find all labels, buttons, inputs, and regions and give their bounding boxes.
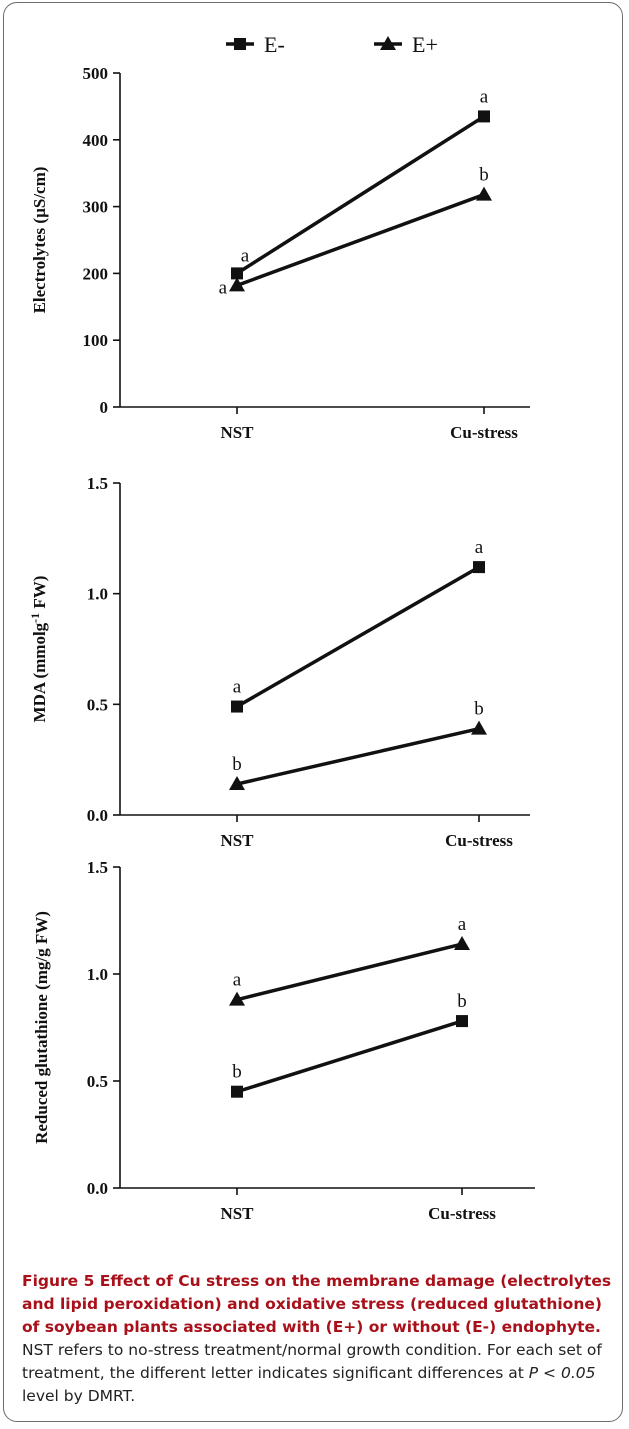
legend-label: E+ — [412, 32, 438, 57]
significance-letter: a — [458, 914, 467, 935]
y-tick-label: 1.5 — [87, 474, 108, 493]
series-line-e-minus — [236, 565, 480, 709]
y-tick-label: 1.5 — [87, 858, 108, 877]
y-tick-label: 300 — [83, 198, 109, 217]
series-line-e-plus — [236, 192, 485, 288]
significance-letter: a — [219, 277, 228, 298]
data-point-e-plus — [454, 936, 470, 951]
data-point-e-plus — [229, 776, 245, 791]
significance-letter: a — [480, 86, 489, 107]
y-axis-label: MDA (mmolg-1 FW) — [28, 576, 49, 723]
y-tick-label: 500 — [83, 64, 109, 83]
y-tick-label: 0.5 — [87, 1072, 108, 1091]
caption-body-1: NST refers to no-stress treatment/normal… — [22, 1341, 602, 1382]
x-tick-label: NST — [220, 1204, 254, 1223]
significance-letter: a — [241, 245, 250, 266]
data-point-e-minus — [231, 700, 243, 713]
y-tick-label: 1.0 — [87, 585, 108, 604]
figure-svg: E- E+ 0 100 200 300 400 500 NST Cu-stress Electro… — [28, 32, 535, 1223]
significance-letter: b — [474, 699, 484, 720]
series-line-e-minus — [236, 114, 485, 275]
y-tick-label: 0.5 — [87, 695, 108, 714]
series-line-e-plus — [236, 726, 480, 786]
data-point-e-minus — [456, 1015, 468, 1028]
figure-frame — [3, 2, 623, 1422]
significance-letter: b — [232, 1062, 242, 1083]
data-point-e-plus — [476, 186, 492, 201]
x-tick-label: NST — [220, 423, 254, 442]
significance-letter: b — [232, 754, 242, 775]
data-point-e-minus — [473, 561, 485, 574]
legend-marker-square — [234, 38, 246, 50]
caption-pvalue: P < 0.05 — [528, 1364, 596, 1382]
y-tick-label: 400 — [83, 131, 109, 150]
x-tick-label: Cu-stress — [428, 1204, 496, 1223]
significance-letter: b — [457, 991, 467, 1012]
legend: E- E+ — [226, 32, 438, 57]
significance-letter: a — [233, 970, 242, 991]
y-tick-label: 100 — [83, 331, 109, 350]
data-point-e-plus — [229, 991, 245, 1006]
y-axis-label: Electrolytes (µS/cm) — [30, 167, 49, 314]
significance-letter: a — [233, 677, 242, 698]
data-point-e-minus — [478, 110, 490, 123]
x-tick-label: NST — [220, 831, 254, 850]
x-tick-label: Cu-stress — [450, 423, 518, 442]
significance-letter: a — [475, 537, 484, 558]
data-point-e-plus — [471, 720, 487, 735]
data-point-e-plus — [229, 277, 245, 292]
y-tick-label: 0.0 — [87, 1179, 108, 1198]
x-tick-label: Cu-stress — [445, 831, 513, 850]
legend-item-e-minus: E- — [226, 32, 285, 57]
y-tick-label: 200 — [83, 264, 109, 283]
caption-title: Figure 5 Effect of Cu stress on the memb… — [22, 1272, 612, 1336]
data-point-e-minus — [231, 267, 243, 280]
legend-label: E- — [264, 32, 285, 57]
series-line-e-plus — [236, 942, 463, 1002]
caption-body-2: level by DMRT. — [22, 1387, 136, 1405]
y-axis-label: Reduced glutathione (mg/g FW) — [32, 911, 51, 1144]
data-point-e-minus — [231, 1085, 243, 1098]
chart-mda: 0.0 0.5 1.0 1.5 NST Cu-stress MDA (mmolg-1 FW)… — [28, 474, 530, 850]
y-tick-label: 0.0 — [87, 806, 108, 825]
series-line-e-minus — [236, 1019, 463, 1094]
y-tick-label: 1.0 — [87, 965, 108, 984]
legend-marker-triangle — [380, 36, 396, 50]
significance-letter: b — [479, 165, 489, 186]
chart-electrolytes: 0 100 200 300 400 500 NST Cu-stress Electrolytes… — [30, 64, 530, 442]
chart-reduced-glutathione: 0.0 0.5 1.0 1.5 NST Cu-stress Reduced glutathi… — [32, 858, 535, 1223]
legend-item-e-plus: E+ — [374, 32, 438, 57]
figure-caption: Figure 5 Effect of Cu stress on the memb… — [22, 1270, 617, 1408]
y-tick-label: 0 — [100, 398, 109, 417]
